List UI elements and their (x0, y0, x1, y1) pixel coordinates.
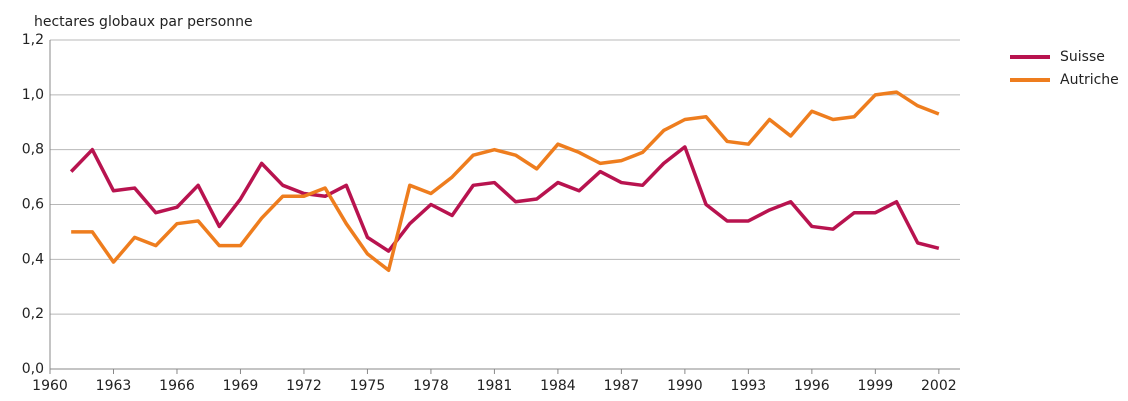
x-tick-label: 1987 (604, 378, 640, 394)
x-tick-label: 1975 (350, 378, 386, 394)
y-tick-label: 1,0 (22, 87, 44, 103)
x-tick-label: 1972 (286, 378, 322, 394)
legend-label: Suisse (1060, 49, 1105, 65)
y-tick-label: 0,6 (22, 197, 44, 213)
x-tick-label: 1999 (858, 378, 894, 394)
legend-label: Autriche (1060, 72, 1119, 88)
y-tick-label: 0,0 (22, 361, 44, 377)
x-tick-label: 1984 (540, 378, 576, 394)
y-axis-label: hectares globaux par personne (34, 14, 253, 30)
x-tick-label: 1981 (477, 378, 513, 394)
y-tick-label: 1,2 (22, 32, 44, 48)
y-tick-label: 0,4 (22, 251, 44, 267)
x-tick-label: 1978 (413, 378, 449, 394)
x-tick-label: 1993 (731, 378, 767, 394)
x-tick-label: 1996 (794, 378, 830, 394)
x-tick-label: 2002 (921, 378, 957, 394)
y-tick-label: 0,8 (22, 142, 44, 158)
x-tick-label: 1990 (667, 378, 703, 394)
y-tick-label: 0,2 (22, 306, 44, 322)
x-tick-label: 1966 (159, 378, 195, 394)
series-line (71, 90, 940, 273)
series-line (69, 145, 940, 253)
x-tick-label: 1969 (223, 378, 259, 394)
x-tick-label: 1963 (96, 378, 132, 394)
x-tick-label: 1960 (32, 378, 68, 394)
